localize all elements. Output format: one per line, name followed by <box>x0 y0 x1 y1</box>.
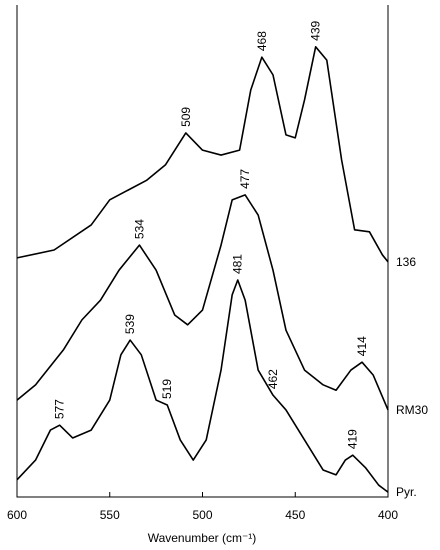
peak-label: 468 <box>255 31 269 51</box>
peak-label: 519 <box>160 379 174 399</box>
peak-label: 419 <box>346 429 360 449</box>
x-tick-label: 450 <box>285 508 305 522</box>
x-tick-label: 550 <box>100 508 120 522</box>
peak-label: 481 <box>231 254 245 274</box>
axis-frame <box>16 5 389 498</box>
x-tick-label: 500 <box>192 508 212 522</box>
peak-label: 414 <box>355 336 369 356</box>
peak-label: 509 <box>179 107 193 127</box>
spectrum-line <box>16 46 389 263</box>
peak-label: 577 <box>53 399 67 419</box>
peak-label: 534 <box>132 219 146 239</box>
spectrum-line <box>16 194 389 411</box>
peak-label: 439 <box>309 20 323 40</box>
x-axis-label: Wavenumber (cm⁻¹) <box>148 531 257 545</box>
x-tick-label: 600 <box>7 508 27 522</box>
peak-label: 539 <box>123 314 137 334</box>
x-tick-label: 400 <box>378 508 398 522</box>
peak-label: 477 <box>238 169 252 189</box>
series-label: RM30 <box>396 403 428 417</box>
series-label: Pyr. <box>396 485 417 499</box>
peak-label: 462 <box>266 369 280 389</box>
spectrum-line <box>16 279 389 493</box>
series-label: 136 <box>396 255 416 269</box>
